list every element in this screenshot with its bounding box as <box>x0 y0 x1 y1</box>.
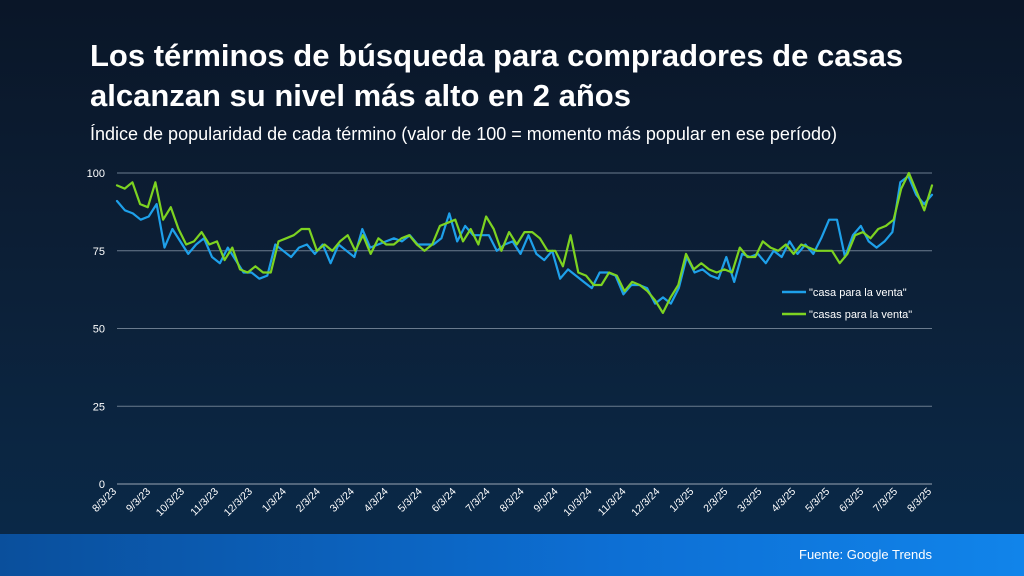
line-chart: 0 25 50 75 100 8/3/23 9/3/23 10/3/23 11/3/23 12/… <box>87 168 934 519</box>
y-tick-label: 0 <box>99 479 105 491</box>
x-tick-label: 2/3/24 <box>294 486 323 515</box>
x-tick-label: 8/3/24 <box>497 486 526 515</box>
gridlines <box>117 172 932 485</box>
x-tick-label: 9/3/23 <box>124 486 153 515</box>
x-tick-label: 5/3/24 <box>396 486 425 515</box>
x-tick-label: 4/3/25 <box>769 486 798 515</box>
source-text: Fuente: Google Trends <box>799 547 932 562</box>
legend-label-1: "casa para la venta" <box>809 287 907 299</box>
legend-label-2: "casas para la venta" <box>809 309 912 321</box>
x-tick-label: 4/3/24 <box>362 486 391 515</box>
x-tick-label: 1/3/24 <box>260 486 289 515</box>
x-tick-label: 12/3/24 <box>629 486 662 519</box>
y-tick-label: 50 <box>93 324 105 336</box>
x-tick-label: 12/3/23 <box>222 486 255 519</box>
x-tick-label: 6/3/25 <box>837 486 866 515</box>
x-tick-label: 9/3/24 <box>531 486 560 515</box>
x-tick-label: 10/3/24 <box>561 486 594 519</box>
series-lines <box>115 171 934 314</box>
y-tick-label: 100 <box>87 168 105 180</box>
y-axis-ticks: 0 25 50 75 100 <box>87 168 105 491</box>
x-tick-label: 11/3/23 <box>188 486 221 519</box>
chart-subtitle: Índice de popularidad de cada término (v… <box>90 124 837 144</box>
x-tick-label: 7/3/25 <box>871 486 900 515</box>
x-tick-label: 2/3/25 <box>701 486 730 515</box>
y-tick-label: 75 <box>93 246 105 258</box>
y-tick-label: 25 <box>93 401 105 413</box>
x-tick-label: 3/3/24 <box>328 486 357 515</box>
series-line-2 <box>115 171 934 314</box>
x-tick-label: 11/3/24 <box>596 486 629 519</box>
series-line-1 <box>115 175 934 305</box>
x-tick-label: 8/3/25 <box>905 486 934 515</box>
x-tick-label: 1/3/25 <box>667 486 696 515</box>
x-axis-ticks: 8/3/23 9/3/23 10/3/23 11/3/23 12/3/23 1/3/24 2… <box>90 486 934 519</box>
x-tick-label: 10/3/23 <box>154 486 187 519</box>
x-tick-label: 3/3/25 <box>735 486 764 515</box>
x-tick-label: 5/3/25 <box>803 486 832 515</box>
x-tick-label: 6/3/24 <box>430 486 459 515</box>
legend: "casa para la venta" "casas para la venta… <box>782 287 912 321</box>
footer-bar: Fuente: Google Trends <box>0 534 1024 576</box>
x-tick-label: 7/3/24 <box>464 486 493 515</box>
chart-title: Los términos de búsqueda para compradore… <box>90 38 904 113</box>
